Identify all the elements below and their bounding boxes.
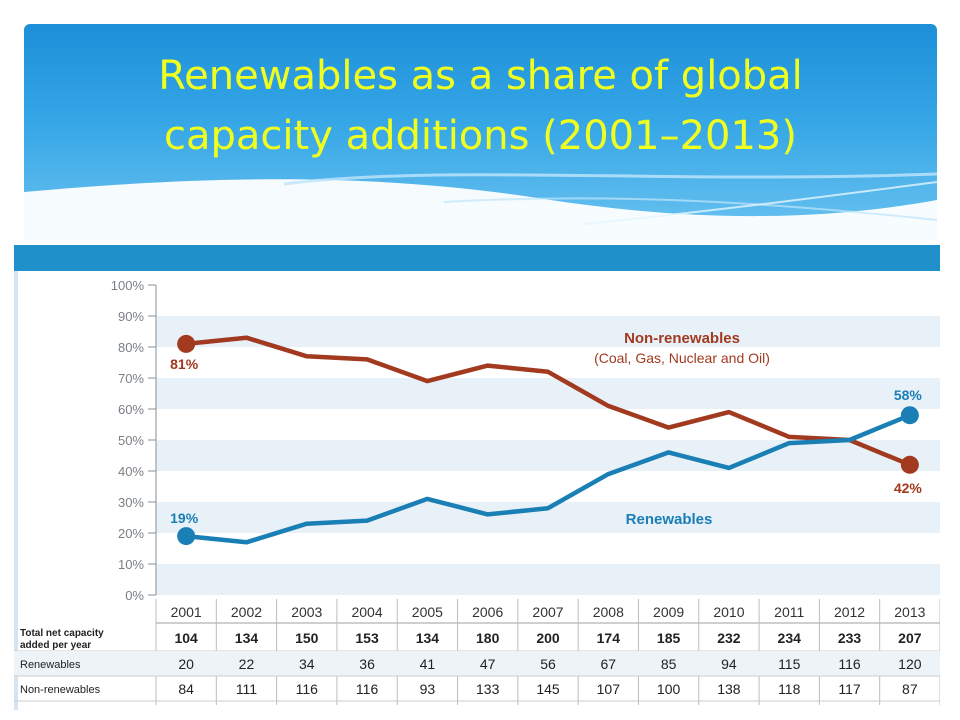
table-cell: 56 [540,656,556,672]
table-row-label: Non-renewables [20,684,101,696]
slide-title: Renewables as a share of global capacity… [24,46,937,166]
x-tick-label: 2012 [834,604,865,620]
x-tick-label: 2005 [412,604,443,620]
gridband [156,564,940,595]
y-tick-label: 50% [118,433,144,448]
series-line [183,335,913,468]
table-cell: 47 [480,656,496,672]
x-tick-label: 2008 [593,604,624,620]
y-tick-label: 40% [118,464,144,479]
table-cell: 67 [601,656,617,672]
series-sublabel-nonrenewables: (Coal, Gas, Nuclear and Oil) [594,350,770,366]
table-cell: 22 [239,656,255,672]
gridband [156,440,940,471]
table-cell: 116 [356,681,379,697]
gridband [156,316,940,347]
series-start-point [177,334,196,353]
table-cell: 84 [178,681,194,697]
slide-title-line2: capacity additions (2001–2013) [164,113,797,159]
slide-title-line1: Renewables as a share of global [158,53,803,99]
y-tick-label: 70% [118,371,144,386]
table-row-band [14,651,940,676]
data-label: 81% [170,356,199,372]
table-row-label: Renewables [20,659,81,671]
table-cell: 118 [778,681,801,697]
table-cell: 36 [359,656,375,672]
table-cell: 134 [416,630,440,646]
y-tick-label: 10% [118,557,144,572]
x-tick-label: 2010 [713,604,744,620]
y-tick-label: 60% [118,402,144,417]
x-tick-label: 2002 [231,604,262,620]
table-cell: 133 [476,681,500,697]
table-cell: 150 [295,630,319,646]
chart-header-band [14,245,940,271]
banner-swoosh-decoration [24,172,937,240]
table-cell: 107 [597,681,621,697]
table-cell: 180 [476,630,500,646]
table-row-label: added per year [20,640,91,651]
table-cell: 117 [838,681,861,697]
table-cell: 20 [178,656,194,672]
table-cell: 104 [174,630,198,646]
series-label-renewables: Renewables [626,511,713,528]
table-cell: 145 [536,681,560,697]
table-row-label: Total net capacity [20,628,104,639]
title-banner: Renewables as a share of global capacity… [24,24,937,240]
table-cell: 94 [721,656,737,672]
chart-figure: 0% 10% 20% 30% 40% 50% 60% 70% 80% 90% 100% 81% 42% 1… [14,245,940,710]
table-cell: 138 [717,681,741,697]
series-end-point [900,455,919,474]
data-label: 42% [894,480,923,496]
table-cell: 185 [657,630,681,646]
table-cell: 116 [296,681,319,697]
table-cell: 174 [597,630,621,646]
table-cell: 232 [717,630,741,646]
x-tick-label: 2003 [291,604,322,620]
table-cell: 115 [778,656,801,672]
x-tick-label: 2006 [472,604,503,620]
table-cell: 207 [898,630,922,646]
table-cell: 233 [838,630,862,646]
table-cell: 85 [661,656,677,672]
x-tick-label: 2013 [894,604,925,620]
table-cell: 200 [536,630,560,646]
table-cell: 87 [902,681,918,697]
line-chart: 0% 10% 20% 30% 40% 50% 60% 70% 80% 90% 100% 81% 42% 1… [14,245,940,710]
table-cell: 100 [657,681,681,697]
x-tick-label: 2007 [532,604,563,620]
table-cell: 111 [236,681,257,697]
table-cell: 134 [235,630,259,646]
gridband [156,378,940,409]
y-tick-label: 90% [118,309,144,324]
y-tick-label: 80% [118,340,144,355]
y-tick-label: 100% [111,278,145,293]
series-end-point [900,406,919,425]
y-tick-label: 0% [125,588,144,603]
x-tick-label: 2011 [774,604,804,620]
x-tick-label: 2004 [351,604,382,620]
table-cell: 153 [355,630,379,646]
table-cell: 34 [299,656,315,672]
table-cell: 116 [838,656,861,672]
x-tick-label: 2001 [171,604,202,620]
table-cell: 41 [420,656,436,672]
table-cell: 120 [898,656,922,672]
y-tick-label: 30% [118,495,144,510]
series-start-point [177,527,196,546]
chart-left-border [14,271,18,710]
y-tick-label: 20% [118,526,144,541]
table-cell: 234 [778,630,802,646]
x-tick-label: 2009 [653,604,684,620]
data-label: 58% [894,387,923,403]
data-label: 19% [170,510,199,526]
table-cell: 93 [420,681,436,697]
series-line [183,412,913,545]
series-label-nonrenewables: Non-renewables [624,330,740,347]
